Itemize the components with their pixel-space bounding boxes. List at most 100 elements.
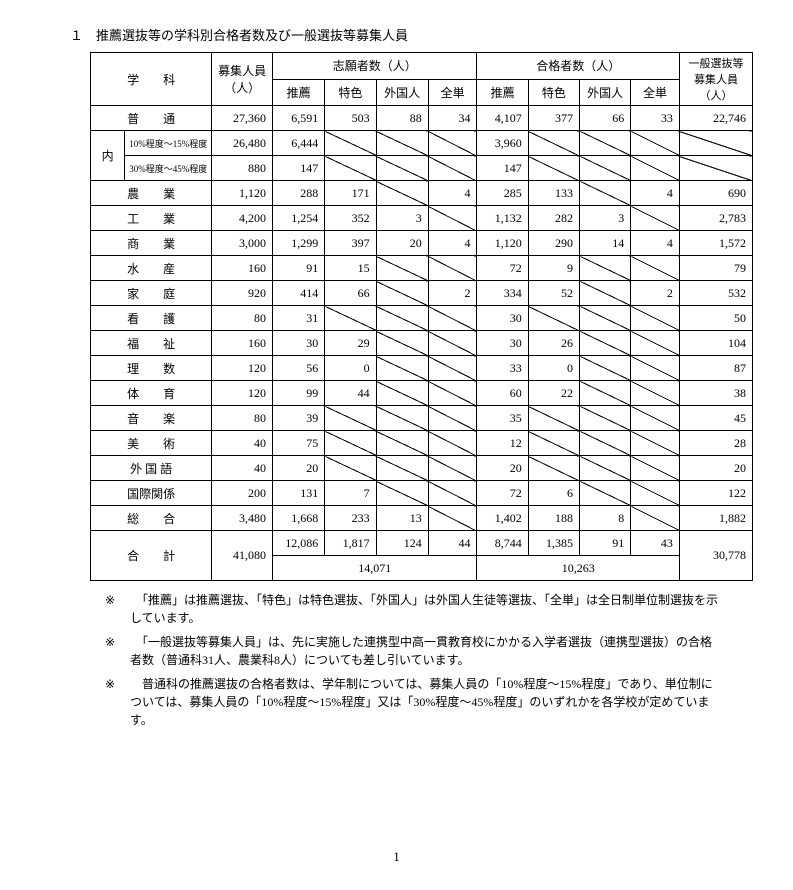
cell bbox=[428, 206, 477, 231]
cell bbox=[376, 381, 428, 406]
header-sub: 外国人 bbox=[580, 79, 631, 106]
cell bbox=[631, 206, 680, 231]
cell: 33 bbox=[631, 106, 680, 131]
cell bbox=[631, 331, 680, 356]
cell bbox=[631, 381, 680, 406]
cell bbox=[428, 456, 477, 481]
table-row: 美 術40751228 bbox=[91, 431, 753, 456]
cell: 4 bbox=[631, 231, 680, 256]
cell: 農 業 bbox=[91, 181, 212, 206]
cell: 503 bbox=[325, 106, 376, 131]
cell bbox=[580, 281, 631, 306]
cell: 1,402 bbox=[477, 506, 528, 531]
cell: 160 bbox=[212, 256, 273, 281]
cell: 920 bbox=[212, 281, 273, 306]
table-row: 音 楽80393545 bbox=[91, 406, 753, 431]
cell: 理 数 bbox=[91, 356, 212, 381]
note-text: 「推薦」は推薦選抜、「特色」は特色選抜、「外国人」は外国人生徒等選抜、「全単」は… bbox=[130, 591, 723, 627]
cell bbox=[528, 306, 579, 331]
note-item: ※ 「一般選抜等募集人員」は、先に実施した連携型中高一貫教育校にかかる入学者選抜… bbox=[90, 633, 723, 669]
cell: 30 bbox=[477, 306, 528, 331]
header-sub: 推薦 bbox=[477, 79, 528, 106]
cell: 合 計 bbox=[91, 531, 212, 581]
cell bbox=[428, 356, 477, 381]
cell: 120 bbox=[212, 381, 273, 406]
cell: 3 bbox=[376, 206, 428, 231]
cell: 29 bbox=[325, 331, 376, 356]
cell: 12 bbox=[477, 431, 528, 456]
header-sub: 推薦 bbox=[273, 79, 325, 106]
cell: 体 育 bbox=[91, 381, 212, 406]
cell: 26 bbox=[528, 331, 579, 356]
cell: 商 業 bbox=[91, 231, 212, 256]
table-row: 外 国 語40202020 bbox=[91, 456, 753, 481]
note-text: 普通科の推薦選抜の合格者数は、学年制については、募集人員の「10%程度～15%程… bbox=[130, 675, 723, 729]
cell: 290 bbox=[528, 231, 579, 256]
cell bbox=[376, 356, 428, 381]
cell: 31 bbox=[273, 306, 325, 331]
cell: 72 bbox=[477, 481, 528, 506]
cell: 10,263 bbox=[477, 556, 679, 581]
cell: 39 bbox=[273, 406, 325, 431]
header-sub: 全単 bbox=[631, 79, 680, 106]
table-row: 工 業4,2001,25435231,13228232,783 bbox=[91, 206, 753, 231]
cell bbox=[325, 456, 376, 481]
cell: 79 bbox=[679, 256, 752, 281]
cell bbox=[428, 381, 477, 406]
cell bbox=[580, 331, 631, 356]
header-dept: 学 科 bbox=[91, 53, 212, 106]
cell bbox=[580, 431, 631, 456]
cell bbox=[631, 131, 680, 156]
cell: 282 bbox=[528, 206, 579, 231]
cell bbox=[580, 131, 631, 156]
cell: 7 bbox=[325, 481, 376, 506]
cell: 72 bbox=[477, 256, 528, 281]
cell: 88 bbox=[376, 106, 428, 131]
cell: 30,778 bbox=[679, 531, 752, 581]
cell: 2 bbox=[631, 281, 680, 306]
cell: 38 bbox=[679, 381, 752, 406]
cell bbox=[376, 481, 428, 506]
cell: 87 bbox=[679, 356, 752, 381]
cell: 44 bbox=[428, 531, 477, 556]
header-passers: 合格者数（人） bbox=[477, 53, 679, 80]
table-row: 国際関係2001317726122 bbox=[91, 481, 753, 506]
cell bbox=[580, 156, 631, 181]
cell: 1,132 bbox=[477, 206, 528, 231]
cell: 41,080 bbox=[212, 531, 273, 581]
cell: 総 合 bbox=[91, 506, 212, 531]
note-item: ※ 普通科の推薦選抜の合格者数は、学年制については、募集人員の「10%程度～15… bbox=[90, 675, 723, 729]
cell: 10%程度～15%程度 bbox=[125, 131, 212, 156]
cell bbox=[428, 506, 477, 531]
cell: 52 bbox=[528, 281, 579, 306]
cell: 6,591 bbox=[273, 106, 325, 131]
cell: 30%程度～45%程度 bbox=[125, 156, 212, 181]
cell: 15 bbox=[325, 256, 376, 281]
page-title: １ 推薦選抜等の学科別合格者数及び一般選抜等募集人員 bbox=[70, 25, 753, 44]
cell: 334 bbox=[477, 281, 528, 306]
cell: 福 祉 bbox=[91, 331, 212, 356]
cell: 40 bbox=[212, 456, 273, 481]
cell: 131 bbox=[273, 481, 325, 506]
cell: 397 bbox=[325, 231, 376, 256]
table-row: 家 庭920414662334522532 bbox=[91, 281, 753, 306]
cell: 45 bbox=[679, 406, 752, 431]
cell: 20 bbox=[376, 231, 428, 256]
cell: 66 bbox=[580, 106, 631, 131]
cell: 124 bbox=[376, 531, 428, 556]
cell: 工 業 bbox=[91, 206, 212, 231]
cell bbox=[376, 256, 428, 281]
header-sub: 特色 bbox=[528, 79, 579, 106]
table-row: 福 祉16030293026104 bbox=[91, 331, 753, 356]
cell bbox=[376, 156, 428, 181]
cell: 1,817 bbox=[325, 531, 376, 556]
cell: 1,254 bbox=[273, 206, 325, 231]
cell bbox=[631, 456, 680, 481]
cell: 看 護 bbox=[91, 306, 212, 331]
cell bbox=[428, 406, 477, 431]
note-text: 「一般選抜等募集人員」は、先に実施した連携型中高一貫教育校にかかる入学者選抜（連… bbox=[130, 633, 723, 669]
cell: 3,480 bbox=[212, 506, 273, 531]
cell: 26,480 bbox=[212, 131, 273, 156]
cell: 44 bbox=[325, 381, 376, 406]
cell: 285 bbox=[477, 181, 528, 206]
